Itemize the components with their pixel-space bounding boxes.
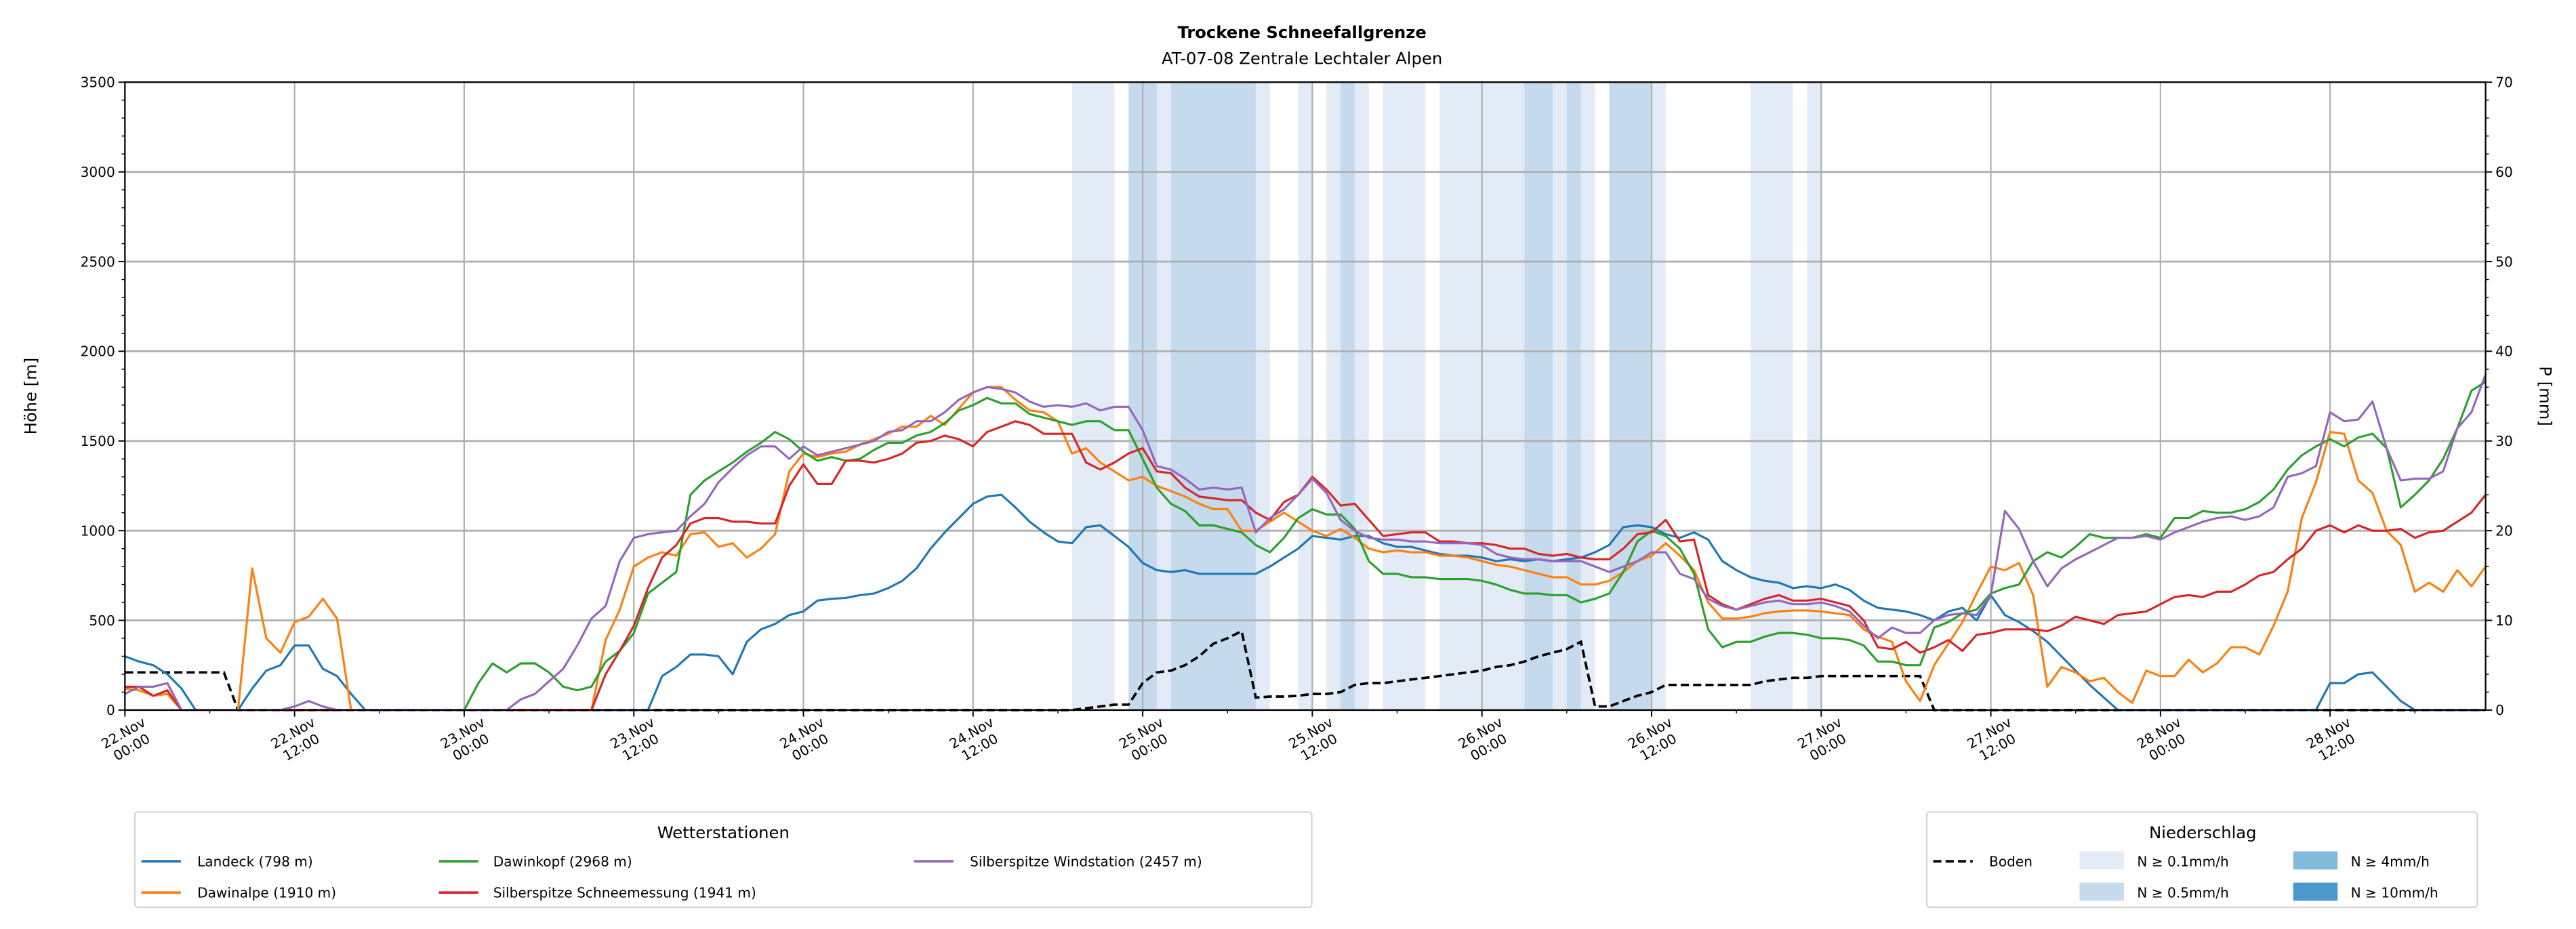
series-line-boden [125, 629, 2486, 711]
y2-tick-label: 70 [2495, 75, 2513, 91]
legend-entry-dawinkopf: Dawinkopf (2968 m) [438, 853, 632, 869]
y-tick-label: 3000 [81, 164, 115, 180]
legend-precip-title: Niederschlag [2149, 823, 2256, 842]
precip-band [1580, 82, 1595, 710]
precip-band [1071, 82, 1115, 710]
precip-band [1383, 82, 1426, 710]
chart-subtitle: AT-07-08 Zentrale Lechtaler Alpen [1162, 49, 1442, 68]
y2-tick-label: 60 [2495, 164, 2513, 180]
legend-entry-silberspitze-windstation: Silberspitze Windstation (2457 m) [914, 853, 1202, 869]
y2-tick-label: 20 [2495, 522, 2513, 539]
svg-text:Landeck (798 m): Landeck (798 m) [197, 853, 313, 869]
svg-text:N ≥ 0.5mm/h: N ≥ 0.5mm/h [2137, 884, 2228, 901]
svg-text:N ≥ 4mm/h: N ≥ 4mm/h [2351, 853, 2430, 869]
series-line-dawinalpe [125, 386, 2487, 711]
y2-tick-label: 10 [2495, 613, 2513, 629]
precip-band [1566, 82, 1581, 710]
chart-title: Trockene Schneefallgrenze [1177, 22, 1426, 42]
legend-entry-precip-0-5: N ≥ 0.5mm/h [2079, 882, 2229, 901]
precip-band [1326, 82, 1341, 710]
svg-text:Dawinkopf (2968 m): Dawinkopf (2968 m) [493, 853, 632, 869]
y2-tick-label: 30 [2495, 433, 2513, 449]
legend-entry-precip-4: N ≥ 4mm/h [2293, 851, 2430, 869]
series-lines [124, 374, 2487, 711]
precip-band [1255, 82, 1270, 710]
precip-band [1170, 82, 1256, 710]
svg-text:Dawinalpe (1910 m): Dawinalpe (1910 m) [197, 884, 336, 901]
precip-band [1552, 82, 1567, 710]
precipitation-bands [1071, 82, 1822, 710]
precip-band [1298, 82, 1313, 710]
plot-frame [124, 81, 2487, 711]
precip-band [1354, 82, 1369, 710]
precip-band [1156, 82, 1171, 710]
series-line-landeck [124, 493, 2486, 711]
series-line-silberspitze-schneemessung [125, 420, 2487, 711]
legend-entry-precip-10: N ≥ 10mm/h [2293, 882, 2438, 901]
axes: 0 0 500 10 1000 20 1500 30 2000 40 2500 50 3000 60 350… [81, 75, 2513, 764]
legend-stations-title: Wetterstationen [657, 823, 790, 842]
precip-band [1750, 82, 1793, 710]
y-tick-label: 1000 [81, 522, 115, 539]
y2-tick-label: 50 [2495, 253, 2513, 270]
precip-band [1609, 82, 1652, 710]
y2-tick-label: 0 [2495, 702, 2504, 718]
svg-text:N ≥ 0.1mm/h: N ≥ 0.1mm/h [2137, 853, 2228, 869]
y-tick-label: 2000 [81, 344, 115, 360]
legend-stations: Wetterstationen Landeck (798 m) Dawinalp… [134, 811, 1313, 908]
precip-band [1341, 82, 1355, 710]
y-tick-label: 2500 [81, 253, 115, 270]
y-tick-label: 500 [89, 613, 115, 629]
svg-text:Silberspitze Schneemessung (19: Silberspitze Schneemessung (1941 m) [493, 884, 756, 901]
series-line-silberspitze-windstation [124, 374, 2487, 711]
legend-entry-dawinalpe: Dawinalpe (1910 m) [141, 884, 336, 901]
legend-entry-silberspitze-schneemessung: Silberspitze Schneemessung (1941 m) [438, 884, 756, 901]
y-tick-label: 1500 [81, 433, 115, 449]
legend-entry-boden: Boden [1933, 853, 2032, 869]
y-axis-label: Höhe [m] [20, 358, 40, 435]
precip-band [1524, 82, 1553, 710]
precip-band [1651, 82, 1666, 710]
legend-precipitation: Niederschlag Boden N ≥ 0.1mm/h N ≥ 0.5mm… [1925, 811, 2478, 908]
svg-text:Boden: Boden [1989, 853, 2032, 869]
legend-entry-precip-0-1: N ≥ 0.1mm/h [2079, 851, 2229, 869]
precip-band [1807, 82, 1822, 710]
y2-tick-label: 40 [2495, 344, 2513, 360]
svg-text:N ≥ 10mm/h: N ≥ 10mm/h [2351, 884, 2438, 901]
legend-entry-landeck: Landeck (798 m) [141, 853, 313, 869]
y-tick-label: 3500 [81, 75, 115, 91]
y2-axis-label: P [mm] [2536, 366, 2556, 426]
y-tick-label: 0 [106, 702, 115, 718]
svg-text:Silberspitze Windstation (2457: Silberspitze Windstation (2457 m) [970, 853, 1202, 869]
